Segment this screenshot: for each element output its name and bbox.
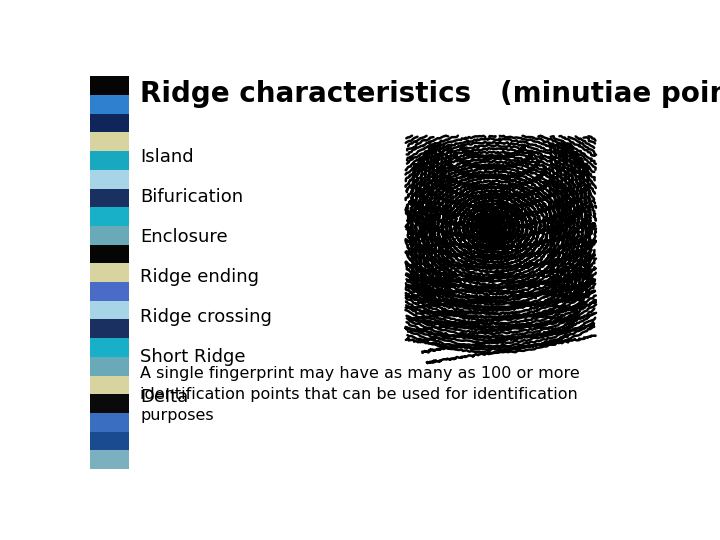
Bar <box>90 320 129 338</box>
Text: Short Ridge: Short Ridge <box>140 348 246 367</box>
Bar <box>90 375 129 394</box>
Bar <box>90 264 129 282</box>
Text: Ridge characteristics   (minutiae points): Ridge characteristics (minutiae points) <box>140 80 720 108</box>
Text: Island: Island <box>140 148 194 166</box>
Bar <box>90 245 129 264</box>
Bar <box>90 132 129 151</box>
Text: Ridge ending: Ridge ending <box>140 268 259 286</box>
Bar <box>90 76 129 95</box>
Bar <box>90 114 129 132</box>
Text: Bifurication: Bifurication <box>140 188 243 206</box>
Text: A single fingerprint may have as many as 100 or more
identification points that : A single fingerprint may have as many as… <box>140 366 580 423</box>
Bar <box>90 170 129 188</box>
Bar <box>90 188 129 207</box>
Bar <box>90 207 129 226</box>
Text: Enclosure: Enclosure <box>140 228 228 246</box>
Bar <box>90 95 129 114</box>
Bar <box>90 394 129 413</box>
Bar <box>90 357 129 375</box>
Bar <box>90 450 129 469</box>
Text: Ridge crossing: Ridge crossing <box>140 308 272 326</box>
Bar <box>90 151 129 170</box>
Bar <box>90 226 129 245</box>
Text: Delta: Delta <box>140 388 189 407</box>
Bar <box>90 338 129 357</box>
Bar <box>90 301 129 320</box>
Bar <box>90 413 129 431</box>
Bar <box>90 282 129 301</box>
Bar <box>90 431 129 450</box>
